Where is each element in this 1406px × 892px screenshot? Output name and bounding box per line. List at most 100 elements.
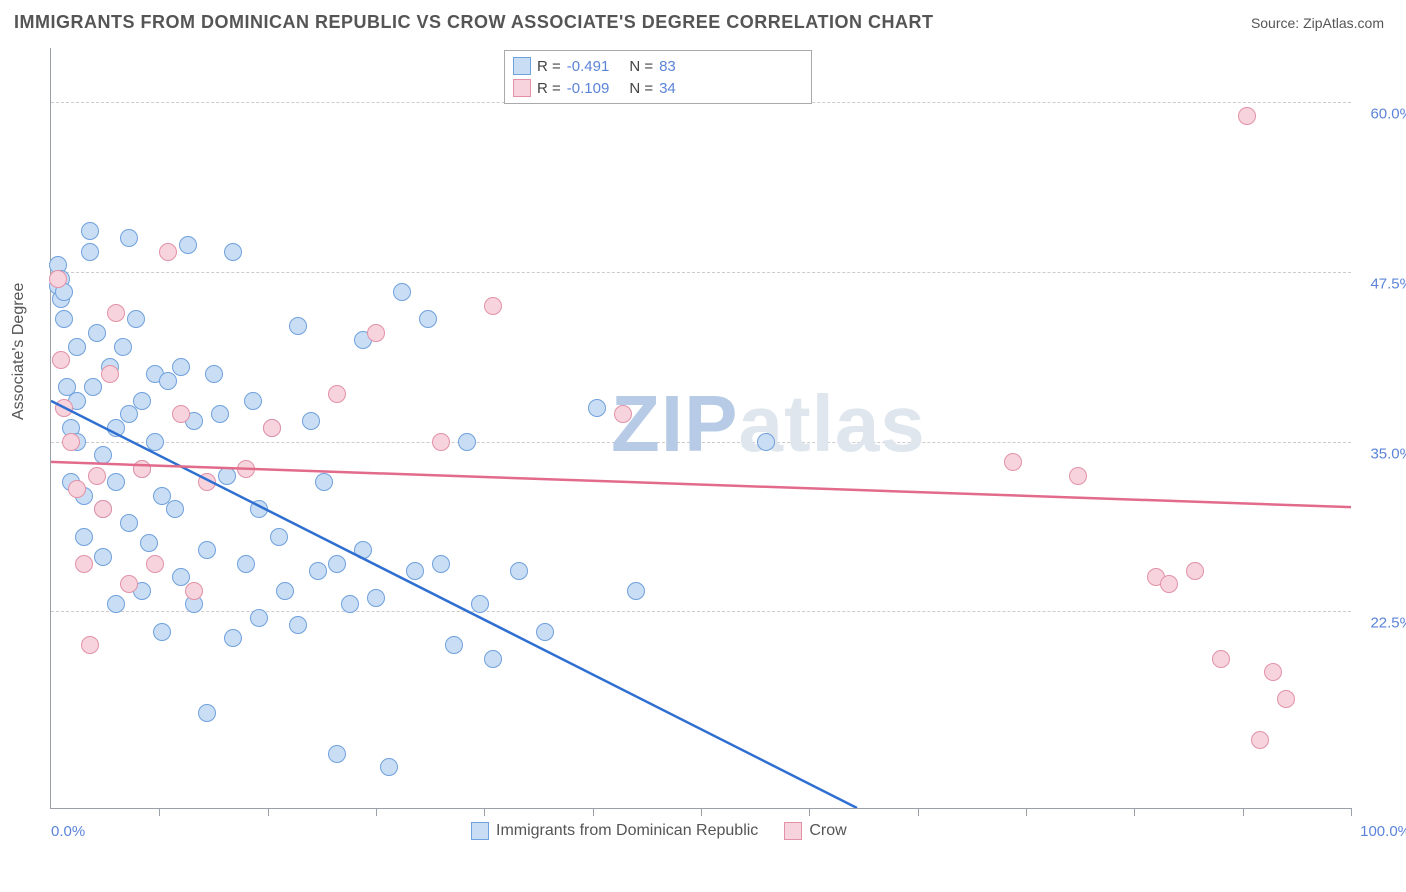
data-point [250,500,268,518]
data-point [224,243,242,261]
data-point [289,317,307,335]
y-tick-label: 22.5% [1357,615,1406,632]
data-point [250,609,268,627]
data-point [270,528,288,546]
x-min-label: 0.0% [51,823,85,840]
data-point [211,405,229,423]
y-tick-label: 60.0% [1357,106,1406,123]
data-point [185,582,203,600]
data-point [172,358,190,376]
data-point [289,616,307,634]
data-point [218,467,236,485]
x-tick [1026,808,1027,816]
data-point [1277,690,1295,708]
data-point [179,236,197,254]
x-tick [268,808,269,816]
data-point [471,595,489,613]
legend-item: Immigrants from Dominican Republic [471,822,758,840]
data-point [107,304,125,322]
data-point [1186,562,1204,580]
data-point [484,297,502,315]
x-tick [484,808,485,816]
data-point [52,351,70,369]
data-point [315,473,333,491]
x-tick [593,808,594,816]
data-point [627,582,645,600]
x-tick [701,808,702,816]
data-point [445,636,463,654]
data-point [406,562,424,580]
data-point [198,473,216,491]
data-point [432,433,450,451]
data-point [419,310,437,328]
n-label: N = [629,58,653,75]
data-point [328,555,346,573]
data-point [198,541,216,559]
data-point [1264,663,1282,681]
x-tick [1134,808,1135,816]
data-point [94,548,112,566]
y-axis-label: Associate's Degree [10,283,28,420]
n-value: 34 [659,80,676,97]
data-point [614,405,632,423]
data-point [107,473,125,491]
data-point [120,405,138,423]
x-tick [159,808,160,816]
data-point [328,745,346,763]
data-point [81,222,99,240]
data-point [1238,107,1256,125]
y-tick-label: 35.0% [1357,445,1406,462]
data-point [133,392,151,410]
data-point [328,385,346,403]
trend-lines [51,48,1351,808]
data-point [140,534,158,552]
data-point [1212,650,1230,668]
data-point [107,419,125,437]
data-point [237,460,255,478]
n-label: N = [629,80,653,97]
data-point [510,562,528,580]
data-point [49,270,67,288]
data-point [55,399,73,417]
data-point [75,528,93,546]
data-point [393,283,411,301]
r-value: -0.109 [567,80,610,97]
data-point [127,310,145,328]
data-point [276,582,294,600]
n-value: 83 [659,58,676,75]
data-point [146,433,164,451]
data-point [302,412,320,430]
data-point [75,555,93,573]
legend-swatch [513,79,531,97]
data-point [166,500,184,518]
data-point [244,392,262,410]
data-point [55,310,73,328]
data-point [107,595,125,613]
x-tick [918,808,919,816]
data-point [205,365,223,383]
source-label: Source: ZipAtlas.com [1251,15,1384,31]
data-point [120,514,138,532]
r-value: -0.491 [567,58,610,75]
legend-swatch [784,822,802,840]
data-point [84,378,102,396]
stat-row: R = -0.491 N = 83 [513,55,803,77]
data-point [159,372,177,390]
data-point [62,433,80,451]
watermark: ZIPatlas [611,378,926,470]
y-tick-label: 47.5% [1357,275,1406,292]
data-point [133,460,151,478]
data-point [101,365,119,383]
data-point [484,650,502,668]
data-point [757,433,775,451]
data-point [120,575,138,593]
data-point [114,338,132,356]
data-point [367,324,385,342]
data-point [536,623,554,641]
data-point [367,589,385,607]
x-tick [1351,808,1352,816]
gridline [51,611,1351,612]
data-point [432,555,450,573]
data-point [68,338,86,356]
data-point [146,555,164,573]
